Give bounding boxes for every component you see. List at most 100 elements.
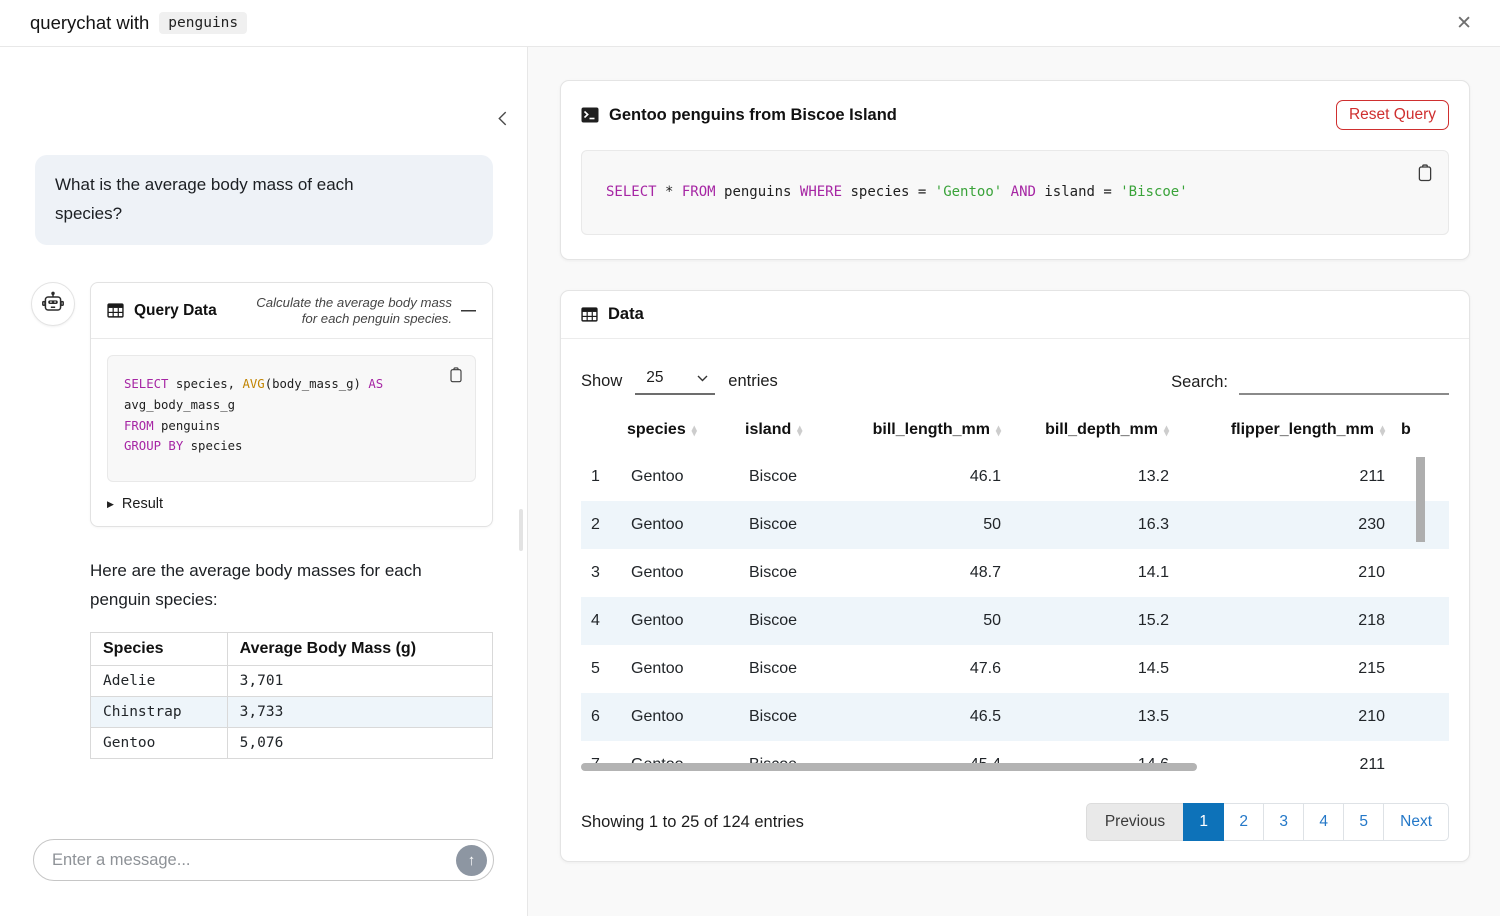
tool-title-text: Query Data bbox=[134, 301, 217, 319]
chat-input[interactable] bbox=[52, 850, 456, 870]
pagination-page-3[interactable]: 3 bbox=[1263, 803, 1305, 841]
summary-header-species: Species bbox=[90, 632, 228, 667]
topbar: querychat with penguins ✕ bbox=[0, 0, 1500, 47]
sql-code-block: SELECT * FROM penguins WHERE species = '… bbox=[581, 150, 1449, 235]
header-bill-length[interactable]: bill_length_mm ▴ ▾ bbox=[872, 421, 1001, 439]
header-flipper-length[interactable]: flipper_length_mm ▴ ▾ bbox=[1230, 421, 1385, 439]
main-content: Gentoo penguins from Biscoe Island Reset… bbox=[528, 47, 1500, 916]
chat-input-container: ↑ bbox=[33, 839, 494, 881]
data-card-header: Data bbox=[561, 291, 1469, 339]
header-partial[interactable]: b bbox=[1401, 421, 1411, 438]
main-layout: What is the average body mass of each sp… bbox=[0, 47, 1500, 916]
cell-bill-length: 46.5 bbox=[833, 693, 1009, 741]
cell-species: Gentoo bbox=[619, 597, 737, 645]
cell-partial bbox=[1393, 741, 1449, 777]
search-control: Search: bbox=[1171, 369, 1449, 395]
search-label: Search: bbox=[1171, 372, 1228, 391]
sort-icon[interactable]: ▴ ▾ bbox=[691, 422, 697, 439]
cell-flipper-length: 210 bbox=[1177, 693, 1393, 741]
sort-icon[interactable]: ▴ ▾ bbox=[1163, 422, 1169, 439]
page-length-control: Show 25 entries bbox=[581, 367, 778, 395]
cell-bill-length: 50 bbox=[833, 501, 1009, 549]
cell-island: Biscoe bbox=[737, 693, 833, 741]
chat-input-row: ↑ bbox=[33, 839, 494, 881]
cell-island: Biscoe bbox=[749, 564, 798, 581]
sql-code: SELECT species, AVG(body_mass_g) AS avg_b… bbox=[124, 377, 384, 454]
chevron-left-icon bbox=[498, 111, 507, 126]
panel-resize-handle[interactable] bbox=[519, 509, 523, 551]
sort-icon[interactable]: ▴ ▾ bbox=[797, 422, 803, 439]
reset-query-button[interactable]: Reset Query bbox=[1335, 100, 1449, 130]
search-input[interactable] bbox=[1239, 369, 1449, 395]
cell-bill-depth: 16.3 bbox=[1009, 501, 1177, 549]
header-bill-depth[interactable]: bill_depth_mm ▴ ▾ bbox=[1045, 421, 1169, 439]
minimize-icon[interactable]: — bbox=[461, 302, 476, 320]
assistant-message: Query Data Calculate the average body ma… bbox=[31, 281, 494, 760]
cell-species: Gentoo bbox=[631, 660, 684, 677]
cell-rownum: 1 bbox=[591, 468, 600, 485]
user-message-text: What is the average body mass of each sp… bbox=[55, 175, 354, 223]
cell-rownum: 5 bbox=[591, 660, 600, 677]
query-title: Gentoo penguins from Biscoe Island bbox=[609, 105, 897, 124]
header-island[interactable]: island ▴ ▾ bbox=[745, 421, 803, 439]
header-species[interactable]: species ▴ ▾ bbox=[627, 421, 697, 439]
sort-icon[interactable]: ▴ ▾ bbox=[995, 422, 1001, 439]
table-row: Gentoo 5,076 bbox=[90, 727, 494, 760]
sql-code-block: SELECT species, AVG(body_mass_g) AS avg_b… bbox=[107, 355, 476, 483]
cell-rownum: 6 bbox=[581, 693, 619, 741]
result-expander[interactable]: ▶ Result bbox=[107, 494, 163, 514]
table-row: 1 Gentoo Biscoe 46.1 13.2 211 bbox=[581, 453, 1449, 501]
pagination-page-5[interactable]: 5 bbox=[1343, 803, 1385, 841]
user-message: What is the average body mass of each sp… bbox=[35, 155, 493, 245]
table-row: 6 Gentoo Biscoe 46.5 13.5 210 bbox=[581, 693, 1449, 741]
table-icon bbox=[581, 307, 598, 322]
table-row: Adelie 3,701 bbox=[90, 665, 494, 698]
data-table: species ▴ ▾ island ▴ ▾ bill_length_mm ▴ ▾ bill… bbox=[581, 413, 1449, 777]
caret-right-icon: ▶ bbox=[107, 498, 114, 509]
cell-partial bbox=[1393, 645, 1449, 693]
cell-island: Biscoe bbox=[749, 660, 798, 677]
pagination-next[interactable]: Next bbox=[1383, 803, 1449, 841]
header-rownum bbox=[581, 413, 619, 453]
page-length-value: 25 bbox=[646, 369, 664, 386]
cell-bill-depth: 14.1 bbox=[1137, 564, 1169, 581]
pagination-previous[interactable]: Previous bbox=[1085, 803, 1185, 841]
data-table-header-row: species ▴ ▾ island ▴ ▾ bill_length_mm ▴ ▾ bill… bbox=[581, 413, 1449, 453]
close-icon[interactable]: ✕ bbox=[1446, 8, 1482, 39]
pagination-page-1[interactable]: 1 bbox=[1183, 803, 1225, 841]
cell-island: Biscoe bbox=[737, 741, 833, 777]
cell-flipper-length: 211 bbox=[1359, 756, 1385, 773]
cell-bill-depth: 13.5 bbox=[1009, 693, 1177, 741]
horizontal-scrollbar[interactable] bbox=[581, 763, 1197, 771]
table-row: 2 Gentoo Biscoe 50 16.3 230 bbox=[581, 501, 1449, 549]
showing-entries-text: Showing 1 to 25 of 124 entries bbox=[581, 812, 804, 831]
copy-icon[interactable] bbox=[446, 364, 466, 386]
sort-icon[interactable]: ▴ ▾ bbox=[1379, 422, 1385, 439]
tool-card-body: SELECT species, AVG(body_mass_g) AS avg_b… bbox=[91, 339, 492, 526]
cell-bill-length: 48.7 bbox=[969, 564, 1001, 581]
cell-bill-depth: 15.2 bbox=[1009, 597, 1177, 645]
chat-sidebar: What is the average body mass of each sp… bbox=[0, 47, 528, 916]
sidebar-collapse-button[interactable] bbox=[492, 107, 513, 130]
table-row: Chinstrap 3,733 bbox=[90, 696, 494, 729]
result-label: Result bbox=[121, 496, 164, 513]
cell-rownum: 2 bbox=[581, 501, 619, 549]
vertical-scrollbar[interactable] bbox=[1416, 457, 1425, 542]
pagination-page-4[interactable]: 4 bbox=[1303, 803, 1345, 841]
send-button[interactable]: ↑ bbox=[456, 844, 487, 876]
cell-partial bbox=[1393, 549, 1449, 597]
cell-mass: 5,076 bbox=[226, 727, 494, 760]
cell-bill-depth: 14.5 bbox=[1137, 660, 1169, 677]
cell-rownum: 7 bbox=[581, 741, 619, 777]
page-length-select[interactable]: 25 bbox=[635, 367, 716, 395]
pagination-page-2[interactable]: 2 bbox=[1223, 803, 1265, 841]
cell-bill-length: 50 bbox=[833, 597, 1009, 645]
copy-icon[interactable] bbox=[1414, 161, 1436, 185]
table-row: 3 Gentoo Biscoe 48.7 14.1 210 bbox=[581, 549, 1449, 597]
cell-rownum: 4 bbox=[581, 597, 619, 645]
table-controls: Show 25 entries Search: bbox=[581, 367, 1449, 395]
chevron-down-icon bbox=[697, 375, 708, 381]
data-card: Data Show 25 entries Search: bbox=[560, 290, 1470, 862]
cell-rownum: 3 bbox=[591, 564, 600, 581]
cell-island: Biscoe bbox=[737, 501, 833, 549]
